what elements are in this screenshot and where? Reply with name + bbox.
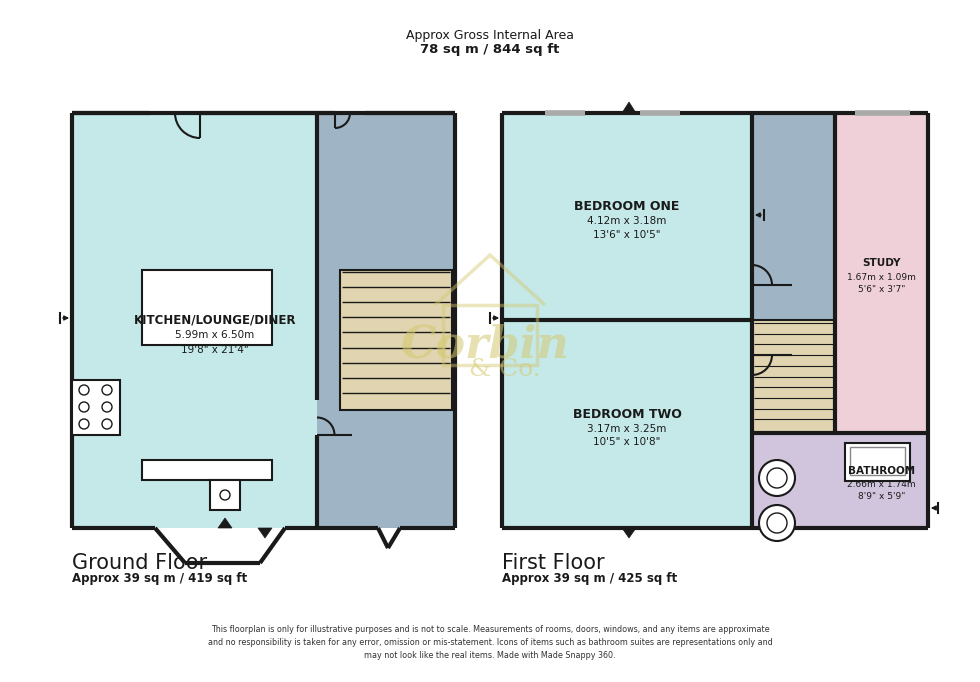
- Text: 13'6" x 10'5": 13'6" x 10'5": [593, 230, 661, 239]
- Text: BEDROOM TWO: BEDROOM TWO: [572, 408, 681, 421]
- Bar: [72, 113, 317, 528]
- Circle shape: [759, 505, 795, 541]
- Text: BATHROOM: BATHROOM: [848, 466, 915, 475]
- Bar: [502, 320, 752, 528]
- Text: Approx Gross Internal Area: Approx Gross Internal Area: [406, 29, 574, 42]
- Text: This floorplan is only for illustrative purposes and is not to scale. Measuremen: This floorplan is only for illustrative …: [208, 625, 772, 660]
- Bar: [850, 447, 905, 475]
- Text: & Co.: & Co.: [469, 359, 541, 381]
- Text: STUDY: STUDY: [862, 258, 901, 268]
- Text: 8'9" x 5'9": 8'9" x 5'9": [858, 492, 906, 501]
- Bar: [752, 320, 835, 433]
- Text: 19'8" x 21'4": 19'8" x 21'4": [181, 345, 249, 355]
- Polygon shape: [258, 528, 272, 538]
- Bar: [752, 113, 835, 320]
- Bar: [752, 433, 928, 528]
- Bar: [835, 113, 928, 433]
- Text: Approx 39 sq m / 419 sq ft: Approx 39 sq m / 419 sq ft: [72, 572, 247, 585]
- Bar: [142, 460, 272, 480]
- Text: 5'6" x 3'7": 5'6" x 3'7": [858, 284, 906, 293]
- Text: KITCHEN/LOUNGE/DINER: KITCHEN/LOUNGE/DINER: [133, 314, 296, 327]
- Bar: [317, 113, 455, 528]
- Bar: [752, 320, 835, 433]
- Text: First Floor: First Floor: [502, 553, 605, 573]
- Polygon shape: [218, 518, 232, 528]
- Text: BEDROOM ONE: BEDROOM ONE: [574, 200, 680, 213]
- Text: 4.12m x 3.18m: 4.12m x 3.18m: [587, 216, 666, 226]
- Text: Approx 39 sq m / 425 sq ft: Approx 39 sq m / 425 sq ft: [502, 572, 677, 585]
- Bar: [142, 270, 272, 345]
- Text: Ground Floor: Ground Floor: [72, 553, 207, 573]
- Polygon shape: [622, 102, 636, 113]
- Text: 1.67m x 1.09m: 1.67m x 1.09m: [847, 273, 916, 282]
- Bar: [502, 113, 752, 320]
- Text: 5.99m x 6.50m: 5.99m x 6.50m: [175, 330, 255, 340]
- Text: 78 sq m / 844 sq ft: 78 sq m / 844 sq ft: [420, 44, 560, 57]
- Circle shape: [759, 460, 795, 496]
- Text: 10'5" x 10'8": 10'5" x 10'8": [593, 437, 661, 447]
- Text: Corbin: Corbin: [401, 323, 569, 366]
- Text: 2.66m x 1.74m: 2.66m x 1.74m: [847, 480, 916, 489]
- Bar: [340, 270, 452, 410]
- Bar: [443, 305, 537, 365]
- Bar: [72, 380, 120, 435]
- Bar: [845, 443, 910, 481]
- Bar: [210, 480, 240, 510]
- Text: 3.17m x 3.25m: 3.17m x 3.25m: [587, 424, 666, 434]
- Polygon shape: [622, 528, 636, 538]
